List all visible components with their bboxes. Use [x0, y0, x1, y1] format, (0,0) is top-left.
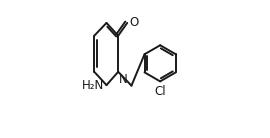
Text: Cl: Cl [154, 85, 166, 98]
Text: N: N [119, 73, 128, 86]
Text: H₂N: H₂N [82, 79, 104, 92]
Text: O: O [129, 16, 139, 29]
